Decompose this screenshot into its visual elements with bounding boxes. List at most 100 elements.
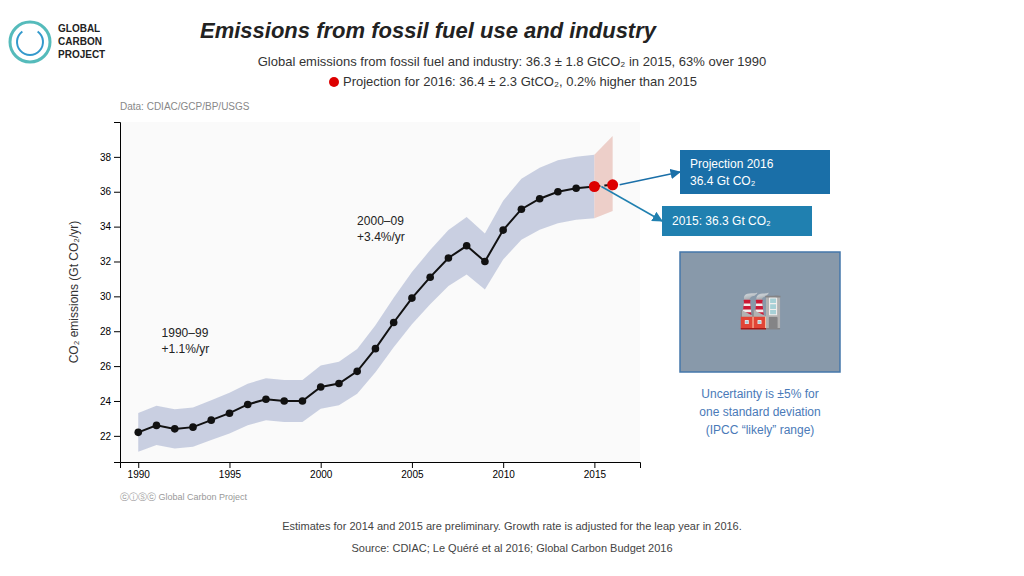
tick: 34 (100, 221, 120, 232)
point (408, 294, 416, 302)
tick: 1995 (219, 462, 242, 480)
tick-mark (114, 366, 120, 367)
plot-background (120, 122, 640, 462)
tick: 26 (100, 361, 120, 372)
point (518, 205, 526, 213)
tick-label: 1990 (128, 469, 151, 480)
tick-mark (114, 227, 120, 228)
point (171, 425, 179, 433)
point (554, 188, 562, 196)
tick-label: 1995 (219, 469, 242, 480)
axis-line (121, 463, 641, 469)
point (280, 397, 288, 405)
logo-text: PROJECT (58, 49, 105, 60)
highlight-point (607, 179, 618, 190)
tick: 30 (100, 291, 120, 302)
tick: 22 (100, 431, 120, 442)
annotation-line: +1.1%/yr (162, 342, 210, 356)
uncertainty-note-line: one standard deviation (699, 405, 820, 419)
point (189, 423, 197, 431)
tick-label: 2010 (493, 469, 516, 480)
image-label: 🏭 (738, 289, 783, 330)
uncertainty-note-line: (IPCC “likely” range) (706, 423, 815, 437)
uncertainty-note-line: Uncertainty is ±5% for (701, 387, 818, 401)
point (134, 429, 142, 437)
tick-label: 22 (100, 431, 112, 442)
point (353, 368, 361, 376)
annotation: 2000–09 +3.4%/yr (357, 214, 405, 244)
point (207, 416, 215, 424)
title: Emissions from fossil fuel use and indus… (200, 18, 658, 43)
x-axis: 1990 1995 2000 2005 2010 2015 (121, 462, 641, 480)
annotation-line: +3.4%/yr (357, 230, 405, 244)
point (262, 395, 270, 403)
callout-text: 36.4 Gt CO₂ (690, 174, 756, 188)
tick: 2015 (584, 462, 607, 480)
point (390, 319, 398, 327)
logo-text: GLOBAL (58, 23, 100, 34)
plot-marks (134, 136, 618, 452)
chart-root: GLOBAL CARBON PROJECT Emissions from fossil… (0, 0, 1024, 576)
tick-label: 28 (100, 326, 112, 337)
tick-label: 2000 (310, 469, 333, 480)
tick: 24 (100, 396, 120, 407)
tick-label: 2005 (401, 469, 424, 480)
callout-text: 2015: 36.3 Gt CO₂ (672, 214, 771, 228)
highlight-point (589, 181, 600, 192)
axis-line (114, 123, 121, 463)
tick-label: 24 (100, 396, 112, 407)
tick-label: 26 (100, 361, 112, 372)
logo-text: CARBON (58, 36, 102, 47)
credit: ⓒⓘⓈⓒ Global Carbon Project (120, 492, 248, 502)
point (335, 380, 343, 388)
tick-mark (114, 157, 120, 158)
subtitle: Projection for 2016: 36.4 ± 2.3 GtCO₂, 0… (343, 74, 697, 89)
uncertainty-band (594, 136, 612, 218)
tick-mark (114, 331, 120, 332)
callout-arrow (601, 187, 662, 221)
image-placeholder (680, 252, 840, 372)
y-axis: 22 24 26 28 30 32 34 36 38 (100, 123, 121, 463)
annotation: 1990–99 +1.1%/yr (162, 326, 210, 356)
line (138, 187, 594, 433)
point (153, 422, 161, 430)
point (463, 242, 471, 250)
source-note: Data: CDIAC/GCP/BP/USGS (120, 101, 250, 112)
callout-arrow (620, 172, 680, 185)
subtitle: Global emissions from fossil fuel and in… (258, 54, 767, 69)
tick-mark (321, 462, 322, 468)
point (481, 258, 489, 266)
footnote: Estimates for 2014 and 2015 are prelimin… (282, 520, 742, 532)
tick-mark (138, 462, 139, 468)
source: Source: CDIAC; Le Quéré et al 2016; Glob… (351, 542, 672, 554)
logo-arc (16, 31, 44, 56)
tick: 32 (100, 256, 120, 267)
logo-ring (10, 22, 50, 62)
tick-mark (114, 192, 120, 193)
tick-mark (114, 296, 120, 297)
tick: 1990 (128, 462, 151, 480)
tick-label: 30 (100, 291, 112, 302)
tick-label: 36 (100, 186, 112, 197)
callout-box (680, 150, 830, 194)
annotation-line: 2000–09 (357, 214, 404, 228)
tick-label: 34 (100, 221, 112, 232)
annotation-line: 1990–99 (162, 326, 209, 340)
tick-mark (229, 462, 230, 468)
tick-label: 38 (100, 152, 112, 163)
tick: 2000 (310, 462, 333, 480)
uncertainty-band (138, 155, 594, 452)
logo (10, 22, 50, 62)
tick-mark (594, 462, 595, 468)
callout-text: Projection 2016 (690, 157, 774, 171)
chart-svg: GLOBAL CARBON PROJECT Emissions from fossil… (0, 0, 1024, 576)
tick: 28 (100, 326, 120, 337)
tick-mark (503, 462, 504, 468)
subtitle-marker (329, 77, 339, 87)
uncertainty-note: Uncertainty is ±5% for one standard devia… (699, 387, 820, 437)
point (426, 273, 434, 281)
point (536, 195, 544, 203)
tick: 38 (100, 152, 120, 163)
point (317, 383, 325, 391)
callout-box (662, 206, 812, 236)
